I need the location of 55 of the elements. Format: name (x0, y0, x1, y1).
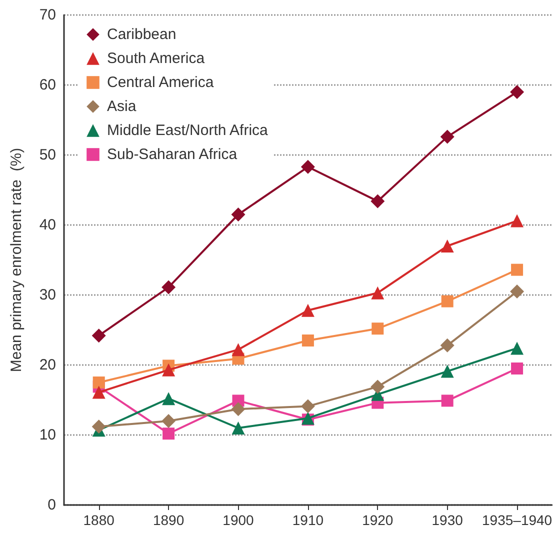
point (232, 422, 245, 434)
point (370, 380, 385, 394)
x-tick-label: 1900 (222, 512, 254, 528)
legend-label: Asia (107, 98, 137, 115)
point (92, 328, 106, 343)
point (300, 160, 315, 174)
point (231, 208, 246, 222)
point (92, 376, 105, 388)
point (162, 414, 176, 428)
point (92, 420, 106, 434)
point (510, 214, 524, 228)
y-tick-label: 60 (39, 76, 56, 94)
point (162, 280, 176, 294)
x-tick-label: 1930 (432, 512, 464, 528)
point (162, 363, 176, 376)
point (231, 402, 246, 416)
point (441, 295, 454, 308)
x-tick-label: 1935–1940 (482, 512, 552, 528)
legend-label: South America (107, 50, 206, 67)
x-tick-label: 1920 (362, 512, 394, 528)
point (440, 364, 454, 378)
point (511, 264, 524, 276)
legend-label: Middle East/North Africa (107, 122, 269, 139)
point (371, 286, 384, 300)
legend-label: Sub-Saharan Africa (107, 146, 238, 163)
point (162, 428, 175, 440)
point (162, 392, 176, 406)
y-tick-label: 70 (39, 6, 56, 24)
legend-label: Central America (107, 74, 214, 91)
point (510, 284, 524, 298)
point (232, 343, 245, 356)
point (300, 399, 315, 414)
point (510, 342, 524, 355)
x-tick-label: 1910 (292, 512, 324, 528)
point (440, 338, 454, 352)
y-axis-title: Mean primary enrolment rate (%) (8, 148, 25, 372)
point (370, 194, 385, 208)
y-tick-label: 10 (39, 426, 56, 444)
y-tick-label: 40 (39, 216, 56, 234)
point (441, 394, 454, 407)
point (510, 85, 524, 99)
point (511, 362, 524, 374)
y-tick-label: 30 (39, 286, 56, 304)
point (372, 322, 384, 335)
point (92, 386, 106, 399)
y-tick-label: 50 (39, 146, 56, 164)
point (440, 130, 454, 144)
y-tick-label: 20 (39, 356, 56, 374)
legend-label: Caribbean (107, 26, 176, 43)
x-tick-label: 1880 (83, 512, 115, 528)
point (440, 240, 454, 252)
point (301, 304, 314, 317)
point (302, 334, 314, 346)
x-tick-label: 1890 (152, 512, 184, 528)
y-tick-label: 0 (48, 496, 56, 514)
